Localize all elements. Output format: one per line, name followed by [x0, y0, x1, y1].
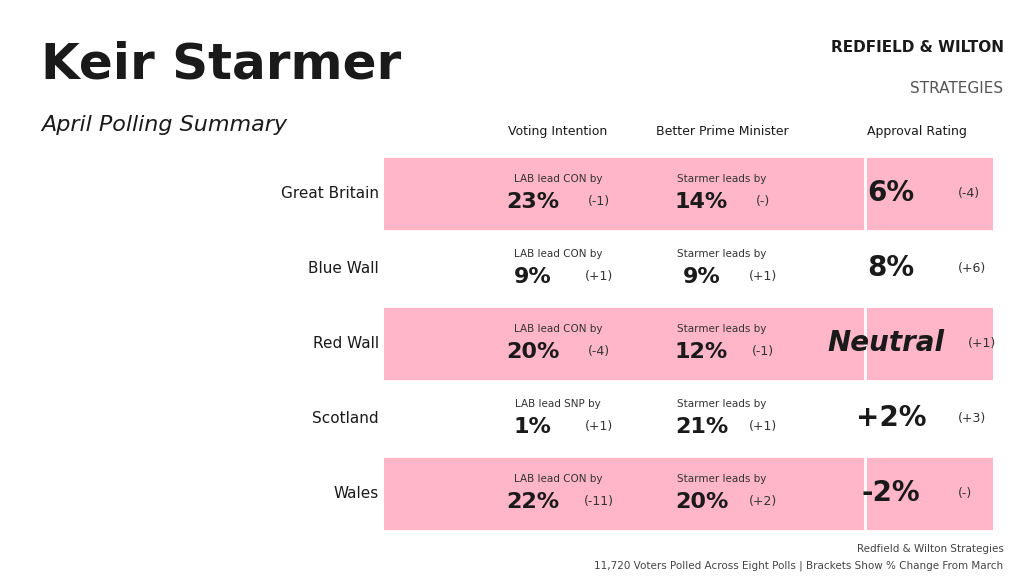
- Text: +2%: +2%: [856, 404, 926, 432]
- Text: Starmer leads by: Starmer leads by: [677, 474, 767, 484]
- Text: 21%: 21%: [675, 417, 728, 437]
- Text: (-11): (-11): [584, 496, 614, 508]
- Text: LAB lead CON by: LAB lead CON by: [514, 474, 602, 484]
- Text: (+1): (+1): [585, 271, 613, 283]
- Text: Starmer leads by: Starmer leads by: [677, 399, 767, 409]
- Text: (+2): (+2): [749, 496, 777, 508]
- Text: 9%: 9%: [514, 267, 551, 287]
- Text: Approval Rating: Approval Rating: [866, 125, 967, 138]
- Text: -2%: -2%: [861, 479, 921, 507]
- Text: LAB lead CON by: LAB lead CON by: [514, 249, 602, 259]
- Text: Keir Starmer: Keir Starmer: [41, 40, 401, 88]
- Text: (-4): (-4): [588, 346, 610, 358]
- Text: 23%: 23%: [506, 192, 559, 212]
- Text: Neutral: Neutral: [827, 329, 944, 357]
- Text: 8%: 8%: [867, 254, 914, 282]
- Text: (+1): (+1): [585, 421, 613, 433]
- Text: Great Britain: Great Britain: [281, 186, 379, 201]
- Text: Starmer leads by: Starmer leads by: [677, 174, 767, 184]
- Text: (+3): (+3): [957, 412, 986, 425]
- Text: Redfield & Wilton Strategies: Redfield & Wilton Strategies: [857, 544, 1004, 554]
- Text: Scotland: Scotland: [312, 411, 379, 426]
- Text: (-1): (-1): [588, 196, 610, 208]
- Text: (+1): (+1): [749, 421, 777, 433]
- Text: (-4): (-4): [957, 187, 980, 200]
- Text: (-): (-): [957, 487, 972, 500]
- Text: 20%: 20%: [675, 492, 728, 512]
- Text: 11,720 Voters Polled Across Eight Polls | Brackets Show % Change From March: 11,720 Voters Polled Across Eight Polls …: [594, 561, 1004, 571]
- Text: 20%: 20%: [506, 342, 559, 362]
- Text: Wales: Wales: [334, 486, 379, 501]
- Text: 9%: 9%: [683, 267, 720, 287]
- Text: 12%: 12%: [675, 342, 728, 362]
- Text: Red Wall: Red Wall: [312, 336, 379, 351]
- Text: REDFIELD & WILTON: REDFIELD & WILTON: [830, 40, 1004, 55]
- Text: Starmer leads by: Starmer leads by: [677, 249, 767, 259]
- Text: Blue Wall: Blue Wall: [308, 261, 379, 276]
- Text: LAB lead CON by: LAB lead CON by: [514, 324, 602, 334]
- Text: April Polling Summary: April Polling Summary: [41, 115, 287, 136]
- Text: LAB lead SNP by: LAB lead SNP by: [515, 399, 601, 409]
- Text: (+1): (+1): [749, 271, 777, 283]
- Text: STRATEGIES: STRATEGIES: [910, 81, 1004, 96]
- Text: 6%: 6%: [867, 179, 914, 207]
- Text: LAB lead CON by: LAB lead CON by: [514, 174, 602, 184]
- Text: Starmer leads by: Starmer leads by: [677, 324, 767, 334]
- Text: (-1): (-1): [752, 346, 774, 358]
- Text: 1%: 1%: [514, 417, 551, 437]
- Text: 14%: 14%: [675, 192, 728, 212]
- Text: (+6): (+6): [957, 262, 986, 275]
- Text: Voting Intention: Voting Intention: [509, 125, 607, 138]
- Text: 22%: 22%: [506, 492, 559, 512]
- Text: (-): (-): [756, 196, 770, 208]
- Text: (+1): (+1): [968, 337, 996, 350]
- Text: Better Prime Minister: Better Prime Minister: [655, 125, 788, 138]
